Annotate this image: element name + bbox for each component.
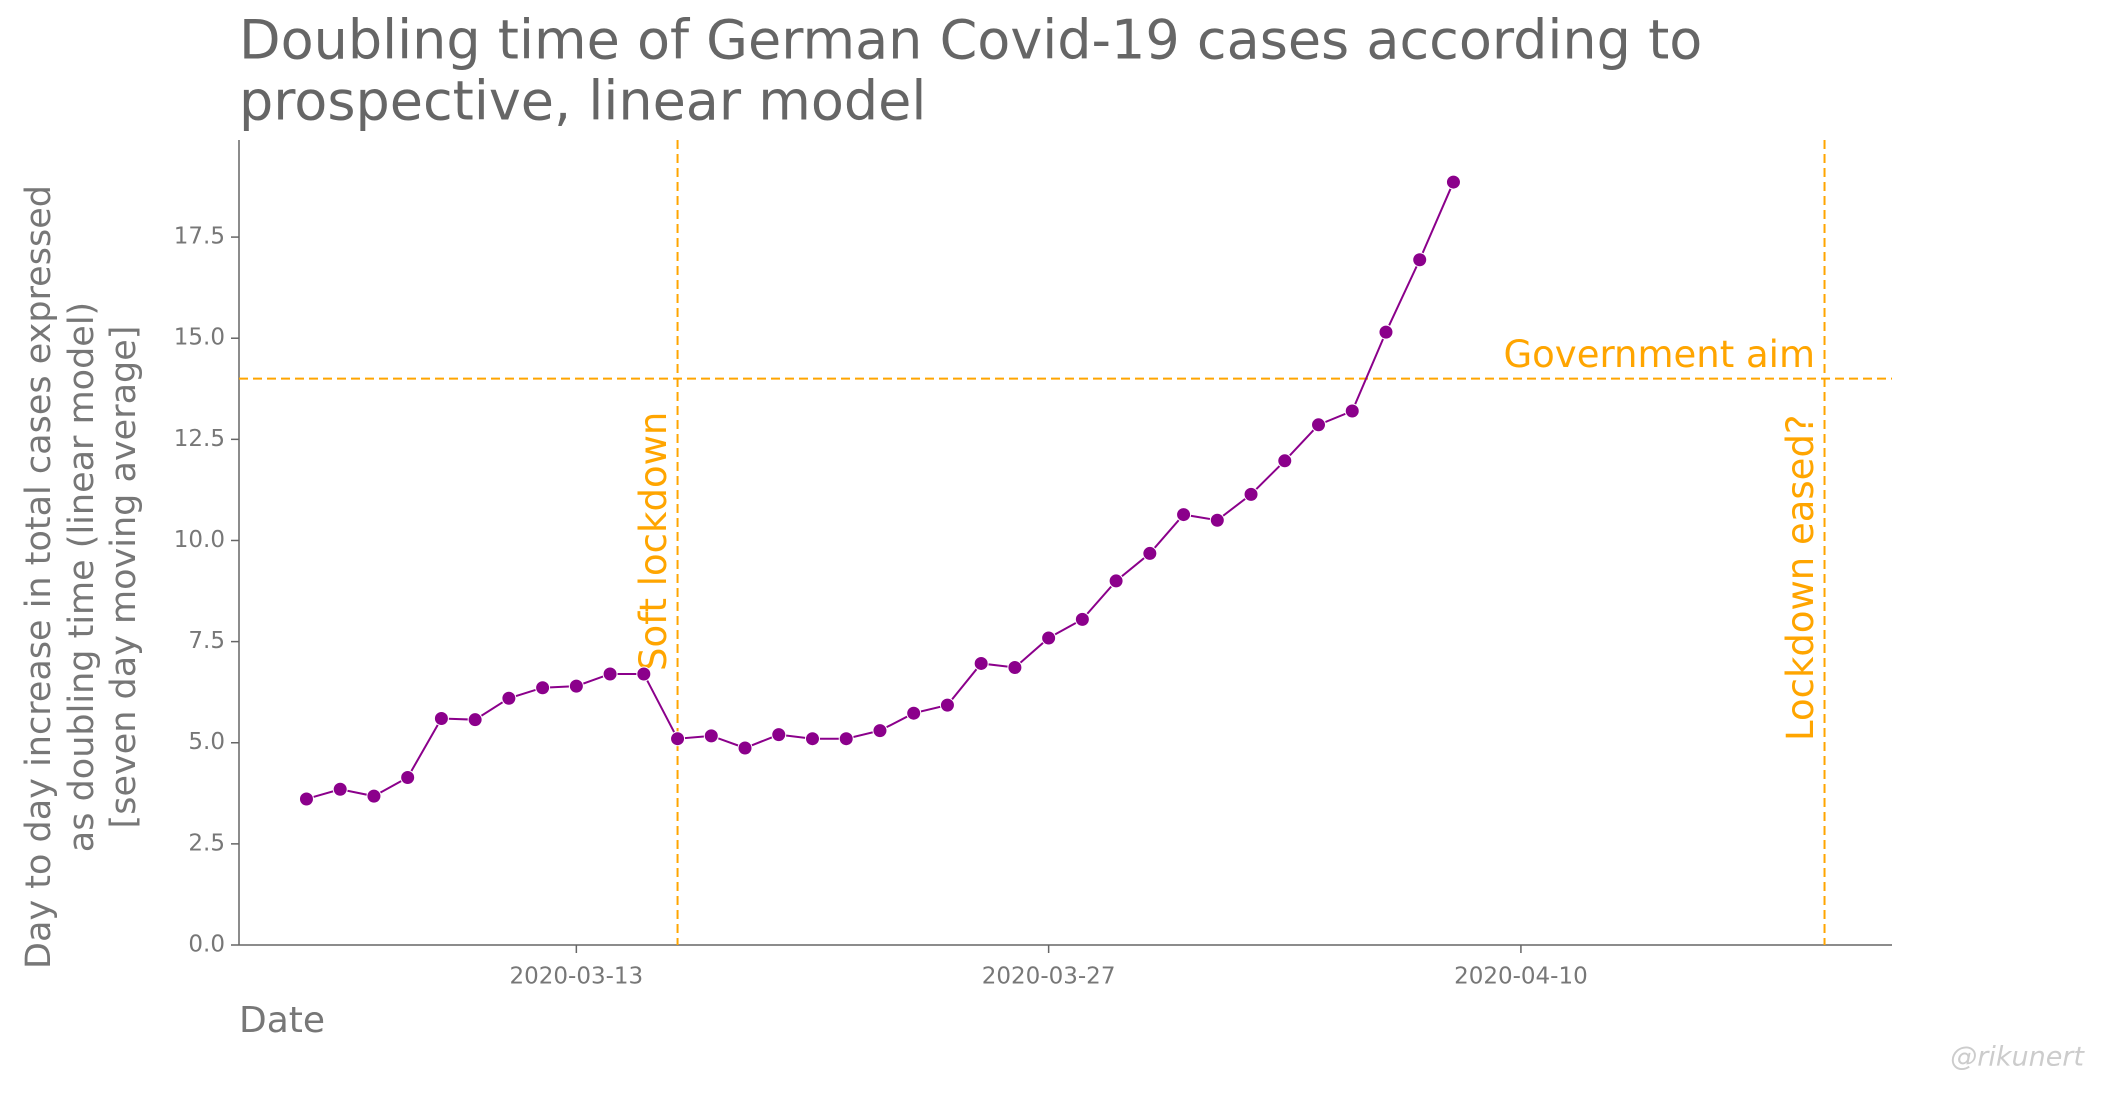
x-tick-label: 2020-03-13 bbox=[510, 964, 644, 990]
data-point bbox=[838, 731, 854, 747]
chart-title: prospective, linear model bbox=[239, 70, 926, 133]
data-point bbox=[939, 697, 955, 713]
data-point bbox=[1445, 174, 1461, 190]
data-point bbox=[1243, 486, 1259, 502]
data-point bbox=[973, 655, 989, 671]
y-axis-label-line: [seven day moving average] bbox=[104, 326, 144, 829]
x-axis-label: Date bbox=[239, 1000, 325, 1041]
data-line bbox=[306, 181, 1455, 800]
data-point bbox=[703, 728, 719, 744]
data-point bbox=[1344, 403, 1360, 419]
data-point bbox=[1074, 611, 1090, 627]
data-point bbox=[602, 666, 618, 682]
y-tick-label: 2.5 bbox=[188, 830, 225, 856]
data-point bbox=[568, 678, 584, 694]
y-axis-label-line: Day to day increase in total cases expre… bbox=[19, 185, 59, 969]
data-point bbox=[1378, 324, 1394, 340]
data-point bbox=[670, 731, 686, 747]
data-point bbox=[872, 723, 888, 739]
y-axis-label: Day to day increase in total cases expre… bbox=[19, 185, 144, 969]
data-point bbox=[906, 705, 922, 721]
y-tick-label: 12.5 bbox=[174, 426, 225, 452]
y-tick-label: 0.0 bbox=[188, 932, 225, 958]
data-point bbox=[332, 781, 348, 797]
data-point bbox=[1007, 659, 1023, 675]
data-point bbox=[804, 731, 820, 747]
data-point bbox=[467, 712, 483, 728]
y-axis-label-line: as doubling time (linear model) bbox=[62, 302, 102, 852]
data-point bbox=[771, 727, 787, 743]
data-point bbox=[1142, 545, 1158, 561]
data-point bbox=[535, 680, 551, 696]
watermark: @rikunert bbox=[1950, 1042, 2085, 1073]
data-point bbox=[1209, 512, 1225, 528]
data-point bbox=[737, 740, 753, 756]
y-tick-label: 15.0 bbox=[174, 325, 225, 351]
reference-label: Soft lockdown bbox=[632, 412, 675, 671]
reference-label: Government aim bbox=[1503, 333, 1815, 376]
data-point bbox=[1176, 507, 1192, 523]
data-point bbox=[636, 666, 652, 682]
x-tick-label: 2020-04-10 bbox=[1454, 964, 1588, 990]
data-point bbox=[1311, 417, 1327, 433]
data-point bbox=[400, 770, 416, 786]
data-point bbox=[1277, 453, 1293, 469]
data-point bbox=[433, 710, 449, 726]
y-tick-label: 5.0 bbox=[188, 729, 225, 755]
y-tick-label: 17.5 bbox=[174, 224, 225, 250]
y-tick-label: 10.0 bbox=[174, 527, 225, 553]
chart-title: Doubling time of German Covid-19 cases a… bbox=[239, 9, 1702, 72]
data-point bbox=[1108, 573, 1124, 589]
data-point bbox=[501, 690, 517, 706]
data-point bbox=[1412, 252, 1428, 268]
data-point bbox=[298, 791, 314, 807]
data-point bbox=[366, 788, 382, 804]
y-tick-label: 7.5 bbox=[188, 628, 225, 654]
reference-label: Lockdown eased? bbox=[1779, 414, 1822, 741]
data-point bbox=[1041, 630, 1057, 646]
x-tick-label: 2020-03-27 bbox=[982, 964, 1116, 990]
